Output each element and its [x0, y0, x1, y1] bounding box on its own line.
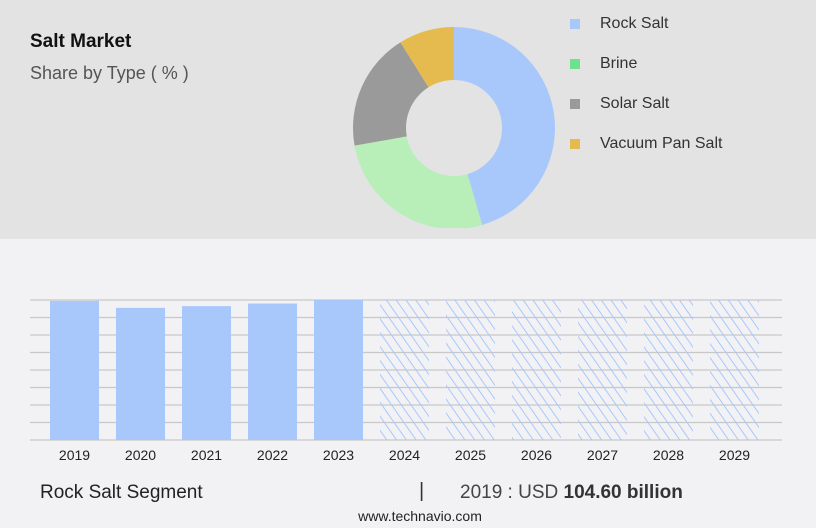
legend-item-vacuum-pan-salt: Vacuum Pan Salt — [570, 135, 722, 153]
legend-swatch — [570, 19, 580, 29]
chart-title: Salt Market — [30, 31, 132, 52]
slice-vacuum-pan-salt — [400, 27, 454, 88]
bar — [248, 303, 297, 440]
x-tick-label: 2025 — [455, 447, 486, 463]
legend-label: Brine — [600, 55, 638, 72]
forecast-bar — [446, 300, 495, 440]
bar — [314, 300, 363, 440]
separator: | — [419, 480, 425, 502]
value-amount: 104.60 billion — [563, 482, 683, 503]
forecast-bar — [512, 300, 561, 440]
slice-brine — [354, 136, 483, 229]
source-url: www.technavio.com — [358, 508, 482, 524]
segment-value: 2019 : USD 104.60 billion — [460, 482, 683, 504]
x-tick-label: 2029 — [719, 447, 750, 463]
x-tick-label: 2026 — [521, 447, 552, 463]
bar — [116, 307, 165, 440]
x-tick-label: 2024 — [389, 447, 420, 463]
legend-item-brine: Brine — [570, 55, 637, 73]
legend-swatch — [570, 99, 580, 109]
x-tick-label: 2023 — [323, 447, 354, 463]
bar — [50, 300, 99, 440]
legend-swatch — [570, 139, 580, 149]
forecast-bar — [578, 300, 627, 440]
chart-subtitle: Share by Type ( % ) — [30, 63, 189, 83]
donut-chart — [340, 27, 580, 239]
slice-solar-salt — [353, 42, 429, 146]
x-tick-label: 2019 — [59, 447, 90, 463]
bar — [182, 306, 231, 440]
x-tick-label: 2022 — [257, 447, 288, 463]
legend-item-solar-salt: Solar Salt — [570, 95, 669, 113]
legend-swatch — [570, 59, 580, 69]
forecast-bar — [644, 300, 693, 440]
legend-label: Solar Salt — [600, 95, 670, 112]
legend-label: Rock Salt — [600, 15, 669, 32]
x-tick-label: 2028 — [653, 447, 684, 463]
segment-label: Rock Salt Segment — [40, 482, 203, 503]
x-tick-label: 2027 — [587, 447, 618, 463]
legend-item-rock-salt: Rock Salt — [570, 15, 668, 33]
donut-clip — [340, 228, 580, 239]
x-tick-label: 2020 — [125, 447, 156, 463]
slice-rock-salt — [454, 27, 555, 225]
legend-label: Vacuum Pan Salt — [600, 135, 723, 152]
forecast-bar — [710, 300, 759, 440]
year-label: 2019 : USD — [460, 482, 564, 503]
forecast-bar — [380, 300, 429, 440]
x-tick-label: 2021 — [191, 447, 222, 463]
